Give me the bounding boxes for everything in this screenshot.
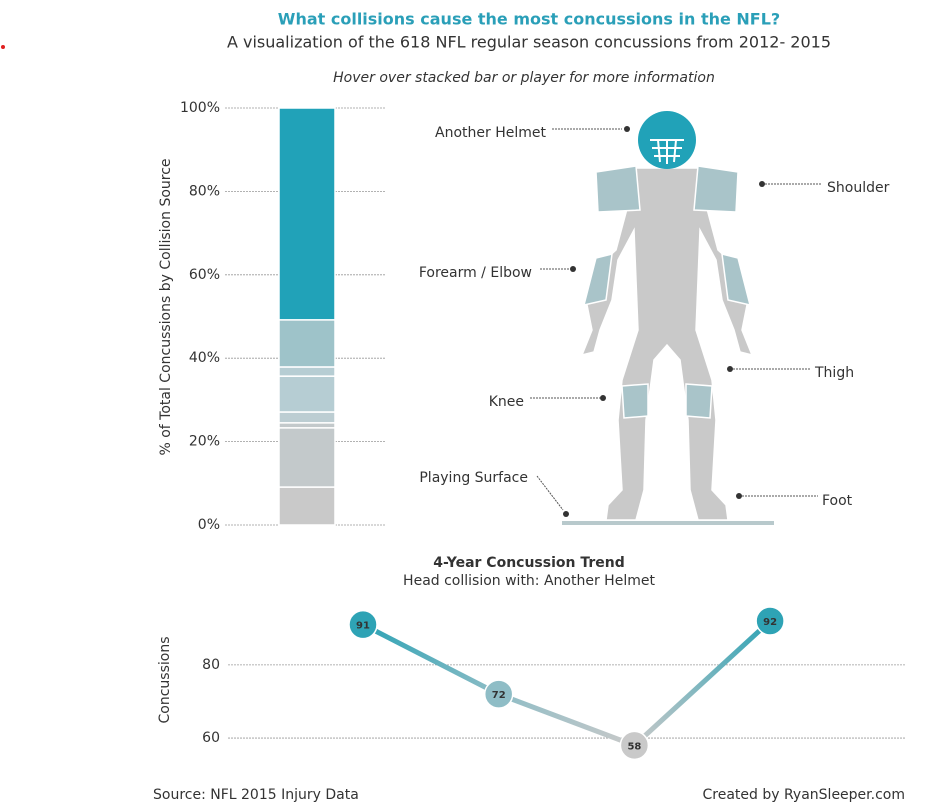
credit: Created by RyanSleeper.com	[702, 787, 905, 803]
bar-segment[interactable]	[278, 319, 336, 368]
leader-dot	[727, 366, 733, 372]
leader-dot	[600, 395, 606, 401]
leader-dot	[563, 511, 569, 517]
player-label: Playing Surface	[419, 470, 528, 486]
subtitle: A visualization of the 618 NFL regular s…	[227, 33, 831, 52]
y-tick-label: 60	[202, 730, 220, 746]
point-label: 92	[763, 617, 777, 628]
bar-segment[interactable]	[278, 427, 336, 488]
marker-dot	[1, 45, 5, 49]
right-shoulder-pad	[693, 165, 739, 213]
player-label: Forearm / Elbow	[419, 265, 532, 281]
facemask	[650, 139, 684, 164]
chart-title: 4-Year Concussion Trend	[433, 555, 625, 571]
player-label: Shoulder	[827, 180, 890, 196]
bar-segment[interactable]	[278, 422, 336, 429]
hint: Hover over stacked bar or player for mor…	[333, 70, 715, 86]
player-label: Another Helmet	[435, 125, 546, 141]
player-label: Thigh	[814, 365, 854, 381]
y-axis-label: % of Total Concussions by Collision Sour…	[158, 158, 174, 455]
left-shoulder-pad	[595, 165, 641, 213]
point[interactable]	[619, 730, 650, 761]
leader-dot	[736, 493, 742, 499]
bar-segment[interactable]	[278, 486, 336, 526]
player[interactable]: Another Helmet Shoulder Forearm / Elbow …	[419, 111, 890, 525]
bar-segment[interactable]	[278, 411, 336, 424]
trend-line	[632, 619, 772, 748]
left-forearm	[582, 253, 613, 307]
leader-dot	[624, 126, 630, 132]
title: What collisions cause the most concussio…	[278, 10, 780, 29]
player-label: Knee	[489, 394, 524, 410]
y-tick-label: 80	[202, 657, 220, 673]
y-axis-label: Concussions	[157, 637, 173, 724]
bar-segment[interactable]	[278, 366, 336, 377]
y-tick-label: 60%	[189, 267, 220, 283]
player-label: Foot	[822, 493, 853, 509]
leader	[536, 475, 564, 511]
left-knee	[621, 383, 649, 419]
y-tick-label: 100%	[180, 100, 220, 116]
point-label: 91	[356, 621, 370, 632]
bar-segment[interactable]	[278, 375, 336, 413]
point[interactable]	[483, 679, 514, 709]
y-tick-label: 0%	[198, 517, 220, 533]
right-knee	[685, 383, 713, 419]
y-tick-label: 40%	[189, 350, 220, 366]
point[interactable]	[755, 606, 785, 636]
source: Source: NFL 2015 Injury Data	[153, 787, 359, 803]
trend-line	[497, 691, 636, 748]
point-label: 72	[492, 690, 506, 701]
chart-subtitle: Head collision with: Another Helmet	[403, 573, 655, 589]
bar-segment[interactable]	[278, 107, 336, 321]
leader-dot	[759, 181, 765, 187]
right-forearm	[721, 253, 752, 307]
y-tick-label: 80%	[189, 183, 220, 199]
point[interactable]	[348, 609, 378, 640]
body	[580, 167, 754, 521]
y-tick-label: 20%	[189, 434, 220, 450]
trend-line	[361, 622, 500, 697]
point-label: 58	[627, 741, 641, 752]
leader-dot	[570, 266, 576, 272]
